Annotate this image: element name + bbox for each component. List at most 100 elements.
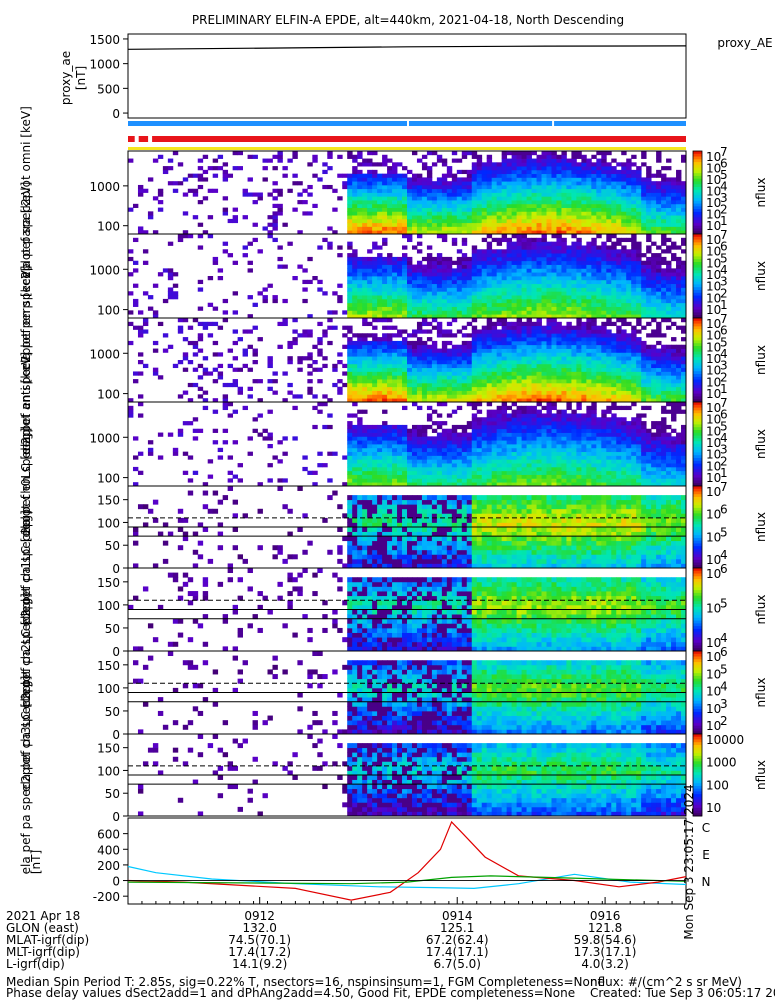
spectrogram-cell xyxy=(421,215,428,220)
spectrogram-cell xyxy=(671,253,677,258)
spectrogram-cell xyxy=(307,371,313,376)
spectrogram-cell xyxy=(556,237,562,243)
spectrogram-cell xyxy=(416,230,423,235)
spectrogram-cell xyxy=(402,279,408,285)
spectrogram-cell xyxy=(272,196,278,201)
spectrogram-cell xyxy=(212,428,219,433)
spectrogram-cell xyxy=(501,222,508,227)
spectrogram-cell xyxy=(636,260,642,265)
spectrogram-cell xyxy=(586,196,592,201)
spectrogram-cell xyxy=(576,295,582,300)
spectrogram-cell xyxy=(382,276,388,281)
spectrogram-cell xyxy=(128,409,134,414)
spectrogram-cell xyxy=(681,200,687,205)
spectrogram-cell xyxy=(556,253,562,258)
spectrogram-cell xyxy=(676,200,682,205)
spectrogram-cell xyxy=(576,203,582,208)
spectrogram-cell xyxy=(521,162,527,167)
spectrogram-cell xyxy=(626,386,632,391)
spectrogram-cell xyxy=(222,207,229,212)
spectrogram-cell xyxy=(561,382,567,388)
spectrogram-cell xyxy=(626,298,632,304)
spectrogram-cell xyxy=(631,371,637,376)
spectrogram-cell xyxy=(297,356,303,361)
spectrogram-cell xyxy=(551,245,557,250)
spectrogram-cell xyxy=(681,379,687,384)
spectrogram-cell xyxy=(656,329,662,334)
spectrogram-cell xyxy=(666,298,672,304)
spectrogram-cell xyxy=(661,188,667,193)
spectrogram-cell xyxy=(671,279,677,285)
colorbar-segment xyxy=(693,281,702,285)
spectrogram-cell xyxy=(476,166,483,171)
colorbar-segment xyxy=(693,354,702,358)
spectrogram-cell xyxy=(606,360,612,365)
spectrogram-cell xyxy=(451,367,458,372)
spectrogram-cell xyxy=(367,218,373,224)
spectrogram-cell xyxy=(591,390,597,395)
spectrogram-cell xyxy=(466,230,473,235)
spectrogram-cell xyxy=(451,173,458,178)
spectrogram-cell xyxy=(292,394,298,399)
spectrogram-cell xyxy=(372,444,378,449)
spectrogram-cell xyxy=(466,268,473,273)
spectrogram-cell xyxy=(372,447,378,453)
spectrogram-cell xyxy=(347,432,353,437)
spectrogram-cell xyxy=(666,184,672,190)
spectrogram-cell xyxy=(521,306,527,311)
spectrogram-cell xyxy=(426,245,433,250)
spectrogram-cell xyxy=(302,279,308,285)
spectrogram-cell xyxy=(451,215,458,220)
spectrogram-cell xyxy=(651,188,657,193)
spectrogram-cell xyxy=(601,272,607,277)
spectrogram-cell xyxy=(621,382,627,388)
spectrogram-cell xyxy=(541,340,547,346)
spectrogram-cell xyxy=(128,158,134,163)
spectrogram-cell xyxy=(626,337,632,342)
spectrogram-cell xyxy=(382,333,388,338)
spectrogram-cell xyxy=(576,291,582,296)
spectrogram-cell xyxy=(436,310,443,315)
spectrogram-cell xyxy=(426,463,433,468)
spectrogram-cell xyxy=(172,272,179,277)
spectrogram-cell xyxy=(461,203,468,208)
spectrogram-cell xyxy=(431,200,438,205)
spectrogram-cell xyxy=(656,321,662,327)
spectrogram-cell xyxy=(277,440,283,445)
spectrogram-cell xyxy=(676,344,682,349)
spectrogram-cell xyxy=(382,162,388,167)
spectrogram-cell xyxy=(212,166,219,171)
spectrogram-cell xyxy=(387,352,393,357)
spectrogram-cell xyxy=(506,302,513,307)
spectrogram-cell xyxy=(586,314,592,319)
spectrogram-cell xyxy=(476,287,483,292)
spectrogram-cell xyxy=(411,352,418,357)
spectrogram-cell xyxy=(416,478,423,483)
spectrogram-cell xyxy=(431,295,438,300)
spectrogram-cell xyxy=(392,256,398,262)
spectrogram-cell xyxy=(362,272,368,277)
spectrogram-cell xyxy=(551,367,557,372)
spectrogram-cell xyxy=(481,177,488,182)
spectrogram-cell xyxy=(591,287,597,292)
spectrogram-cell xyxy=(357,375,363,380)
spectrogram-cell xyxy=(596,272,602,277)
spectrogram-cell xyxy=(646,230,652,235)
spectrogram-cell xyxy=(352,386,358,391)
spectrogram-cell xyxy=(347,444,353,449)
spectrogram-cell xyxy=(541,272,547,277)
spectrogram-cell xyxy=(561,241,567,246)
spectrogram-cell xyxy=(421,379,428,384)
spectrogram-cell xyxy=(471,260,478,265)
spectrogram-cell xyxy=(407,474,413,479)
spectrogram-cell xyxy=(402,390,408,395)
spectrogram-cell xyxy=(551,211,557,216)
spectrogram-cell xyxy=(461,200,468,205)
spectrogram-cell xyxy=(526,207,532,212)
spectrogram-cell xyxy=(421,466,428,472)
spectrogram-cell xyxy=(556,352,562,357)
spectrogram-cell xyxy=(377,375,383,380)
spectrogram-cell xyxy=(546,154,552,159)
spectrogram-cell xyxy=(511,260,517,265)
